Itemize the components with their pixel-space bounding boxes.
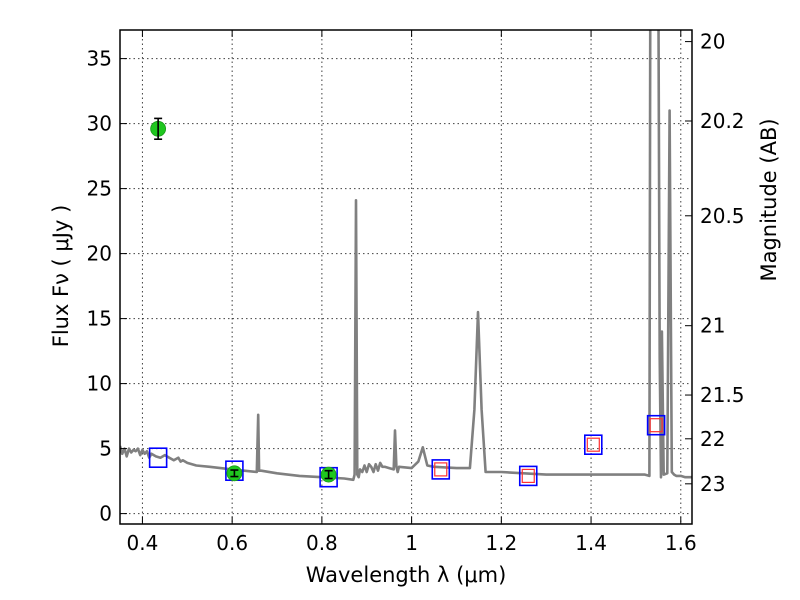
tick-layer: 0.4 0.6 0.8 1 1.2 1.4 1.6 0 5 10 15 20 25 30 35 20 20.2 2…: [87, 30, 745, 555]
model-photometry-alt-marker: [586, 437, 600, 452]
y-tick-label: 30: [87, 112, 112, 136]
model-photometry-marker: [584, 434, 603, 456]
right-tick-label: 20: [700, 30, 725, 54]
y-tick-label: 20: [87, 242, 112, 266]
y-tick-label: 10: [87, 372, 112, 396]
grid-layer: [120, 30, 692, 524]
x-tick-label: 1: [405, 531, 418, 555]
y-axis-label: Flux Fν ( μJy ): [49, 205, 73, 348]
y-tick-label: 5: [99, 437, 112, 461]
x-tick-label: 1.6: [665, 531, 697, 555]
x-tick-label: 1.4: [575, 531, 607, 555]
model-photometry-marker: [148, 447, 168, 469]
right-tick-label: 21: [700, 314, 725, 338]
y-tick-label: 15: [87, 307, 112, 331]
x-tick-label: 0.4: [127, 531, 159, 555]
model-photometry-alt-marker: [521, 468, 535, 483]
plot-frame: [119, 29, 693, 525]
right-tick-label: 20.2: [700, 109, 745, 133]
spectrum-line: [120, 30, 692, 482]
model-photometry-marker: [518, 465, 538, 487]
right-tick-label: 20.5: [700, 204, 745, 228]
y-tick-label: 0: [99, 502, 112, 526]
x-tick-label: 1.2: [485, 531, 517, 555]
right-tick-label: 23: [700, 472, 725, 496]
series-group: [120, 30, 692, 488]
model-photometry-marker: [431, 459, 451, 480]
right-tick-label: 21.5: [700, 383, 745, 407]
model-photometry-marker: [646, 414, 666, 436]
x-tick-label: 0.6: [216, 531, 248, 555]
x-tick-label: 0.8: [306, 531, 338, 555]
model-photometry-alt-marker: [434, 462, 448, 477]
model-photometry-alt-marker: [649, 418, 663, 433]
right-axis-label: Magnitude (AB): [757, 118, 781, 281]
x-axis-label: Wavelength λ (μm): [306, 563, 507, 587]
y-tick-label: 25: [87, 177, 112, 201]
data-layer: [120, 30, 692, 488]
right-tick-label: 22: [700, 427, 725, 451]
y-tick-label: 35: [87, 47, 112, 71]
